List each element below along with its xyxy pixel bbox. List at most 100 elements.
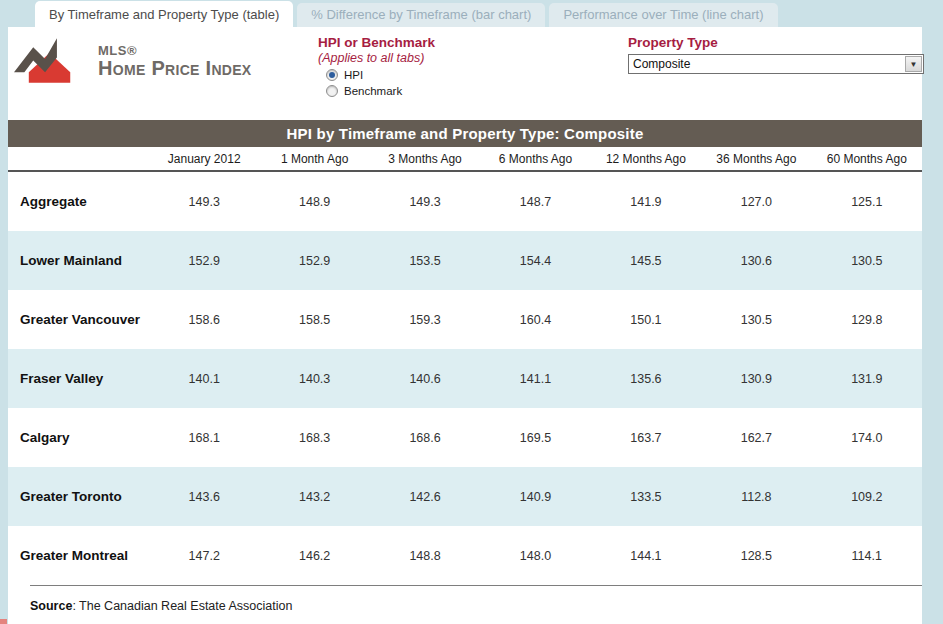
cell-value: 158.5 <box>259 313 369 327</box>
table-row: Aggregate149.3148.9149.3148.7141.9127.01… <box>8 172 922 231</box>
cell-value: 150.1 <box>591 313 701 327</box>
property-type-control: Property Type Composite ▼ <box>628 35 924 74</box>
column-header: 1 Month Ago <box>259 152 369 166</box>
table-row: Greater Montreal147.2146.2148.8148.0144.… <box>8 526 922 585</box>
property-type-select[interactable]: Composite ▼ <box>628 54 924 74</box>
cell-value: 146.2 <box>259 549 369 563</box>
tab-bar: By Timeframe and Property Type (table) %… <box>0 0 943 27</box>
cell-value: 130.5 <box>812 254 922 268</box>
row-label: Lower Mainland <box>8 253 149 268</box>
table-row: Greater Toronto143.6143.2142.6140.9133.5… <box>8 467 922 526</box>
source-line: Source: The Canadian Real Estate Associa… <box>30 599 922 613</box>
logo-mls-label: MLS® <box>98 43 252 58</box>
hpi-benchmark-control: HPI or Benchmark (Applies to all tabs) H… <box>318 35 435 97</box>
radio-benchmark-label: Benchmark <box>344 85 402 97</box>
table-row: Fraser Valley140.1140.3140.6141.1135.613… <box>8 349 922 408</box>
cell-value: 130.6 <box>701 254 811 268</box>
cell-value: 163.7 <box>591 431 701 445</box>
logo-name-label: Home Price Index <box>98 58 252 78</box>
table-row: Calgary168.1168.3168.6169.5163.7162.7174… <box>8 408 922 467</box>
table-row: Lower Mainland152.9152.9153.5154.4145.51… <box>8 231 922 290</box>
cell-value: 168.1 <box>149 431 259 445</box>
cell-value: 129.8 <box>812 313 922 327</box>
cell-value: 168.3 <box>259 431 369 445</box>
table-header-row: January 20121 Month Ago3 Months Ago6 Mon… <box>8 147 922 172</box>
cell-value: 159.3 <box>370 313 480 327</box>
tab-performance-line-chart[interactable]: Performance over Time (line chart) <box>549 3 777 27</box>
cell-value: 109.2 <box>812 490 922 504</box>
cell-value: 149.3 <box>149 195 259 209</box>
bottom-left-fragment <box>0 619 7 624</box>
column-header: 6 Months Ago <box>480 152 590 166</box>
cell-value: 152.9 <box>149 254 259 268</box>
cell-value: 141.9 <box>591 195 701 209</box>
cell-value: 143.6 <box>149 490 259 504</box>
cell-value: 148.8 <box>370 549 480 563</box>
cell-value: 130.9 <box>701 372 811 386</box>
cell-value: 148.7 <box>480 195 590 209</box>
cell-value: 140.1 <box>149 372 259 386</box>
radio-option-benchmark[interactable]: Benchmark <box>326 85 435 97</box>
radio-selected-icon <box>326 69 338 81</box>
cell-value: 140.9 <box>480 490 590 504</box>
cell-value: 149.3 <box>370 195 480 209</box>
radio-hpi-label: HPI <box>344 69 363 81</box>
cell-value: 140.6 <box>370 372 480 386</box>
cell-value: 112.8 <box>701 490 811 504</box>
cell-value: 141.1 <box>480 372 590 386</box>
property-type-value: Composite <box>629 57 905 71</box>
cell-value: 114.1 <box>812 549 922 563</box>
row-label: Greater Montreal <box>8 548 149 563</box>
cell-value: 160.4 <box>480 313 590 327</box>
houses-logo-icon <box>14 33 88 85</box>
source-text: : The Canadian Real Estate Association <box>72 599 292 613</box>
hpi-benchmark-subtitle: (Applies to all tabs) <box>318 51 435 65</box>
table-row: Greater Vancouver158.6158.5159.3160.4150… <box>8 290 922 349</box>
cell-value: 169.5 <box>480 431 590 445</box>
cell-value: 148.9 <box>259 195 369 209</box>
radio-option-hpi[interactable]: HPI <box>326 69 435 81</box>
logo-text: MLS® Home Price Index <box>98 43 252 78</box>
header-area: MLS® Home Price Index HPI or Benchmark (… <box>8 27 922 120</box>
row-label: Fraser Valley <box>8 371 149 386</box>
row-label: Aggregate <box>8 194 149 209</box>
cell-value: 162.7 <box>701 431 811 445</box>
table-title-band: HPI by Timeframe and Property Type: Comp… <box>8 120 922 147</box>
cell-value: 153.5 <box>370 254 480 268</box>
row-label: Greater Vancouver <box>8 312 149 327</box>
cell-value: 158.6 <box>149 313 259 327</box>
mls-hpi-logo: MLS® Home Price Index <box>14 33 252 85</box>
column-header: 36 Months Ago <box>701 152 811 166</box>
cell-value: 148.0 <box>480 549 590 563</box>
property-type-label: Property Type <box>628 35 924 50</box>
cell-value: 144.1 <box>591 549 701 563</box>
cell-value: 154.4 <box>480 254 590 268</box>
cell-value: 142.6 <box>370 490 480 504</box>
tab-difference-bar-chart[interactable]: % Difference by Timeframe (bar chart) <box>297 3 545 27</box>
cell-value: 127.0 <box>701 195 811 209</box>
footer-divider <box>30 585 922 586</box>
table-body: Aggregate149.3148.9149.3148.7141.9127.01… <box>8 172 922 585</box>
cell-value: 133.5 <box>591 490 701 504</box>
cell-value: 147.2 <box>149 549 259 563</box>
cell-value: 152.9 <box>259 254 369 268</box>
cell-value: 131.9 <box>812 372 922 386</box>
cell-value: 125.1 <box>812 195 922 209</box>
row-label: Calgary <box>8 430 149 445</box>
column-header: 12 Months Ago <box>591 152 701 166</box>
tab-timeframe-table[interactable]: By Timeframe and Property Type (table) <box>35 1 293 27</box>
cell-value: 130.5 <box>701 313 811 327</box>
cell-value: 135.6 <box>591 372 701 386</box>
radio-unselected-icon <box>326 85 338 97</box>
column-header: January 2012 <box>149 152 259 166</box>
main-panel: MLS® Home Price Index HPI or Benchmark (… <box>8 27 922 624</box>
cell-value: 168.6 <box>370 431 480 445</box>
column-header: 60 Months Ago <box>812 152 922 166</box>
row-label: Greater Toronto <box>8 489 149 504</box>
cell-value: 128.5 <box>701 549 811 563</box>
column-header: 3 Months Ago <box>370 152 480 166</box>
table-title: HPI by Timeframe and Property Type: Comp… <box>287 125 644 142</box>
dropdown-arrow-icon[interactable]: ▼ <box>905 56 922 72</box>
cell-value: 143.2 <box>259 490 369 504</box>
hpi-benchmark-title: HPI or Benchmark <box>318 35 435 50</box>
